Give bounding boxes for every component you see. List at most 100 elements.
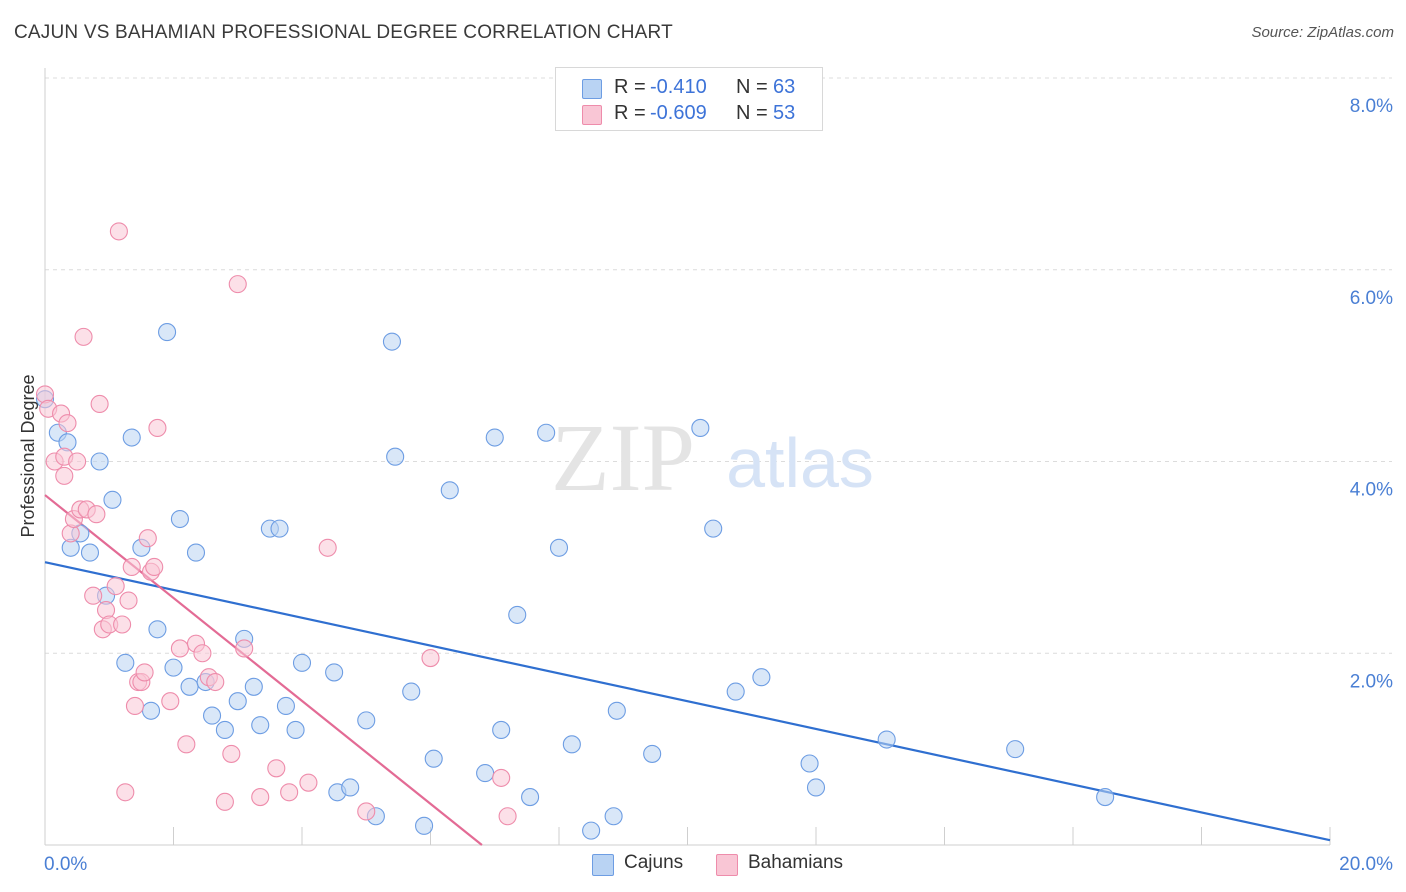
y-tick-label: 8.0% <box>1350 96 1393 117</box>
bahamian-point <box>109 222 128 241</box>
bottom-legend-label-bahamians: Bahamians <box>748 852 844 873</box>
bottom-legend-swatch-bahamians <box>716 854 738 876</box>
cajun-point <box>90 452 109 471</box>
cajun-point <box>228 692 247 711</box>
cajun-point <box>604 807 623 826</box>
legend-r-label: R = <box>614 102 646 124</box>
cajun-point <box>691 418 710 437</box>
bahamian-point <box>90 394 109 414</box>
cajun-point <box>424 749 443 768</box>
bahamian-point <box>280 783 299 802</box>
cajun-point <box>164 658 183 677</box>
cajun-point <box>244 677 263 696</box>
cajun-point <box>103 490 122 509</box>
x-tick-label: 20.0% <box>1339 854 1393 875</box>
cajun-point <box>292 653 312 672</box>
bahamian-point <box>68 452 87 471</box>
bahamian-point <box>498 807 517 826</box>
cajun-point <box>508 605 527 624</box>
cajun-point <box>1096 788 1115 807</box>
bahamian-point <box>170 639 189 658</box>
bahamian-point <box>58 414 77 433</box>
legend: R = -0.410 N = 63 R = -0.609 N = 53 <box>555 67 823 131</box>
cajun-point <box>276 696 295 716</box>
cajun-point <box>325 663 344 682</box>
cajun-point <box>415 816 434 835</box>
legend-n-value-cajuns: 63 <box>773 76 796 98</box>
bahamian-point <box>148 418 167 437</box>
source-label: Source: ZipAtlas.com <box>1251 24 1394 41</box>
cajun-point <box>286 720 305 740</box>
bahamian-point <box>206 672 225 692</box>
cajun-point <box>607 701 626 720</box>
bahamian-point <box>215 792 234 811</box>
cajun-trend-line <box>44 561 1331 842</box>
cajun-point <box>521 788 540 807</box>
bahamian-point <box>357 802 376 821</box>
axis-labels: 2.0% 4.0% 6.0% 8.0% 0.0% 20.0% Professional De… <box>18 96 1393 875</box>
y-tick-label: 6.0% <box>1350 288 1393 309</box>
bahamian-point <box>138 529 157 548</box>
y-tick-label: 2.0% <box>1350 671 1393 692</box>
cajun-point <box>537 423 556 442</box>
cajun-point <box>341 778 360 797</box>
cajun-point <box>492 720 511 740</box>
bahamian-point <box>125 696 144 716</box>
y-tick-label: 4.0% <box>1350 480 1393 501</box>
cajun-point <box>476 764 495 783</box>
cajun-point <box>116 653 135 672</box>
cajun-point <box>215 720 234 740</box>
bahamian-point <box>74 327 93 346</box>
bahamian-point <box>145 557 164 577</box>
cajun-point <box>386 447 405 466</box>
watermark: ZIP atlas <box>551 404 874 511</box>
cajun-point <box>1006 740 1025 759</box>
bahamian-point <box>87 505 106 524</box>
cajun-point <box>148 620 167 639</box>
cajun-point <box>402 682 421 701</box>
legend-n-label: N = <box>736 102 768 124</box>
x-tick-label: 0.0% <box>44 854 87 875</box>
legend-swatch-bahamians <box>582 105 602 125</box>
chart-title: CAJUN VS BAHAMIAN PROFESSIONAL DEGREE CO… <box>14 22 673 43</box>
bahamian-point <box>161 692 180 711</box>
bahamian-point <box>299 773 318 792</box>
bahamian-point <box>421 648 440 668</box>
cajun-point <box>382 332 402 351</box>
y-axis-title: Professional Degree <box>18 374 38 537</box>
bahamian-point <box>235 639 254 658</box>
bahamian-point <box>84 586 103 605</box>
bahamian-point <box>222 744 241 763</box>
bahamian-point <box>106 577 125 596</box>
legend-n-label: N = <box>736 76 768 98</box>
cajun-point <box>270 519 289 538</box>
cajun-point <box>485 428 504 447</box>
cajun-point <box>186 543 206 562</box>
bahamian-point <box>113 615 132 634</box>
bahamian-point <box>193 644 212 663</box>
watermark-atlas: atlas <box>726 424 874 502</box>
cajun-point <box>726 682 745 701</box>
cajun-point <box>158 323 177 342</box>
cajun-point <box>203 706 222 725</box>
cajun-point <box>122 428 141 447</box>
cajun-point <box>80 543 100 562</box>
bahamian-point <box>318 538 337 557</box>
cajun-point <box>251 716 270 735</box>
data-points <box>35 222 1115 840</box>
cajun-point <box>643 744 662 763</box>
cajun-point <box>704 519 723 538</box>
bahamian-point <box>492 768 511 787</box>
bahamian-point <box>116 783 135 802</box>
cajun-point <box>180 677 199 696</box>
gridlines <box>45 77 1392 654</box>
bahamian-point <box>177 735 196 754</box>
bahamian-point <box>119 591 138 610</box>
cajun-point <box>562 735 581 754</box>
cajun-point <box>800 754 819 773</box>
legend-swatch-cajuns <box>582 79 602 99</box>
bahamian-point <box>55 466 74 485</box>
cajun-point <box>877 730 896 749</box>
bottom-legend-label-cajuns: Cajuns <box>624 852 684 873</box>
